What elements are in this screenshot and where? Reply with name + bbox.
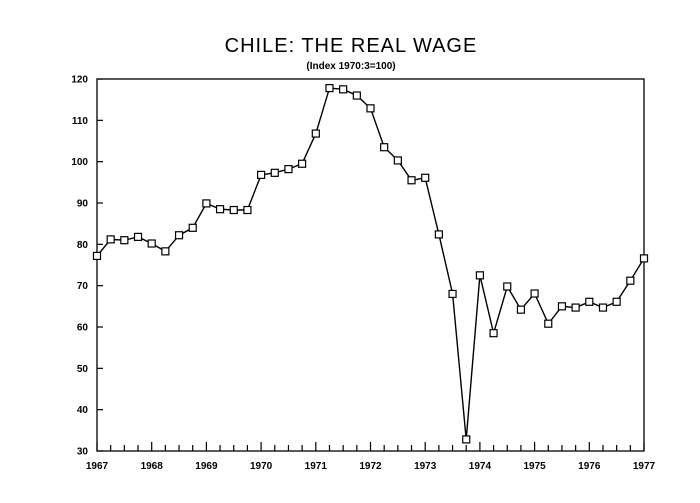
data-point-marker: [639, 254, 649, 263]
x-tick-label: 1969: [195, 461, 218, 472]
data-point-marker: [434, 230, 443, 239]
y-tick-label: 90: [77, 199, 89, 210]
data-point-marker: [161, 247, 170, 256]
x-tick-label: 1971: [305, 461, 328, 472]
data-point-marker: [339, 85, 348, 94]
y-tick-label: 120: [71, 75, 88, 86]
data-point-marker: [489, 329, 498, 338]
x-axis: 1967 1968 1969 1970 1971 1972 1973 1974 1975 1976…: [86, 442, 656, 472]
data-point-marker: [585, 297, 594, 306]
data-point-marker: [298, 159, 307, 168]
x-tick-label: 1970: [250, 461, 273, 472]
data-point-marker: [133, 232, 143, 241]
data-point-marker: [325, 83, 334, 93]
data-point-marker: [284, 165, 293, 174]
y-tick-label: 100: [71, 157, 88, 168]
series-layer: [92, 83, 649, 444]
data-point-marker: [598, 303, 608, 312]
y-tick-label: 110: [72, 116, 89, 127]
data-point-marker: [544, 319, 553, 328]
data-point-marker: [475, 271, 484, 280]
data-point-marker: [243, 205, 252, 215]
x-tick-label: 1972: [359, 461, 382, 472]
data-point-marker: [352, 91, 361, 100]
y-axis: 30 40 50 60 70 80 90 100 110 120: [71, 75, 103, 458]
data-point-marker: [229, 205, 238, 215]
data-point-marker: [448, 289, 457, 299]
x-tick-label: 1967: [86, 461, 109, 472]
data-point-marker: [215, 205, 225, 214]
data-point-marker: [188, 223, 197, 232]
plot-frame: [96, 78, 645, 452]
x-tick-label: 1977: [633, 461, 656, 472]
data-point-marker: [503, 282, 512, 291]
data-point-marker: [380, 143, 389, 152]
y-tick-label: 40: [77, 405, 89, 416]
data-point-marker: [92, 251, 102, 261]
x-tick-label: 1976: [578, 461, 601, 472]
data-point-marker: [147, 239, 156, 248]
data-point-marker: [106, 235, 115, 244]
y-tick-label: 60: [77, 323, 89, 334]
data-point-marker: [311, 129, 320, 138]
y-tick-label: 30: [77, 447, 89, 458]
x-tick-label: 1973: [414, 461, 437, 472]
chart-subtitle: (Index 1970:3=100): [306, 61, 395, 72]
data-point-marker: [557, 302, 567, 311]
x-tick-label: 1968: [141, 461, 164, 472]
data-point-marker: [571, 303, 580, 312]
x-tick-label: 1974: [469, 461, 492, 472]
data-point-marker: [612, 297, 621, 306]
data-point-marker: [530, 289, 539, 298]
y-tick-label: 70: [77, 281, 89, 292]
data-point-marker: [120, 236, 129, 245]
series-line: [96, 87, 645, 440]
data-point-marker: [516, 305, 526, 314]
x-tick-label: 1975: [523, 461, 546, 472]
y-tick-label: 50: [77, 364, 89, 375]
data-point-marker: [174, 231, 184, 240]
data-point-marker: [257, 170, 266, 179]
data-point-marker: [626, 276, 635, 285]
data-point-marker: [421, 173, 430, 182]
data-point-marker: [462, 435, 471, 444]
data-point-marker: [202, 199, 211, 208]
chart-title: CHILE: THE REAL WAGE: [225, 35, 478, 57]
y-tick-label: 80: [77, 240, 89, 251]
data-point-marker: [270, 168, 279, 177]
data-point-marker: [407, 176, 416, 185]
data-point-marker: [393, 156, 402, 165]
data-point-marker: [366, 104, 375, 113]
